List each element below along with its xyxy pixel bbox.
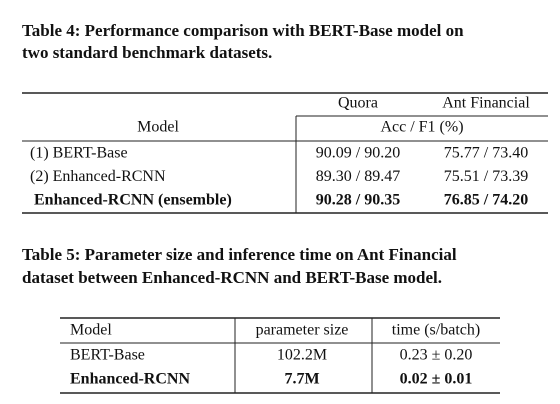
caption-line: Table 5: Parameter size and inference ti…	[22, 245, 457, 264]
row-label: Enhanced-RCNN	[70, 371, 190, 388]
cell: 76.85 / 74.20	[444, 192, 528, 209]
row-label: (1) BERT-Base	[30, 145, 128, 162]
header-cell: Model	[137, 119, 179, 136]
row-label: BERT-Base	[70, 347, 145, 364]
table-body: BERT-Base 102.2M 0.23 ± 0.20 Enhanced-RCNN 7…	[70, 347, 472, 388]
cell: 75.51 / 73.39	[444, 168, 528, 185]
cell: 90.09 / 90.20	[316, 145, 400, 162]
header-cell: Quora	[338, 95, 378, 112]
table-body: (1) BERT-Base 90.09 / 90.20 75.77 / 73.40 (…	[30, 145, 528, 209]
header-cell: Acc / F1 (%)	[380, 119, 463, 136]
cell: 0.02 ± 0.01	[400, 371, 473, 388]
header-cell: time (s/batch)	[392, 322, 480, 339]
header-cell: Model	[70, 322, 112, 339]
caption-line: Table 4: Performance comparison with BER…	[22, 21, 464, 40]
caption-line: two standard benchmark datasets.	[22, 43, 272, 62]
cell: 75.77 / 73.40	[444, 145, 528, 162]
cell: 102.2M	[277, 347, 327, 364]
cell: 89.30 / 89.47	[316, 168, 400, 185]
row-label: (2) Enhanced-RCNN	[30, 168, 166, 185]
cell: 90.28 / 90.35	[316, 192, 400, 209]
header-cell: Ant Financial	[442, 95, 530, 112]
row-label: Enhanced-RCNN (ensemble)	[34, 192, 232, 209]
cell: 0.23 ± 0.20	[400, 347, 473, 364]
header-cell: parameter size	[256, 322, 349, 339]
caption-line: dataset between Enhanced-RCNN and BERT-B…	[22, 268, 442, 287]
cell: 7.7M	[284, 371, 319, 388]
